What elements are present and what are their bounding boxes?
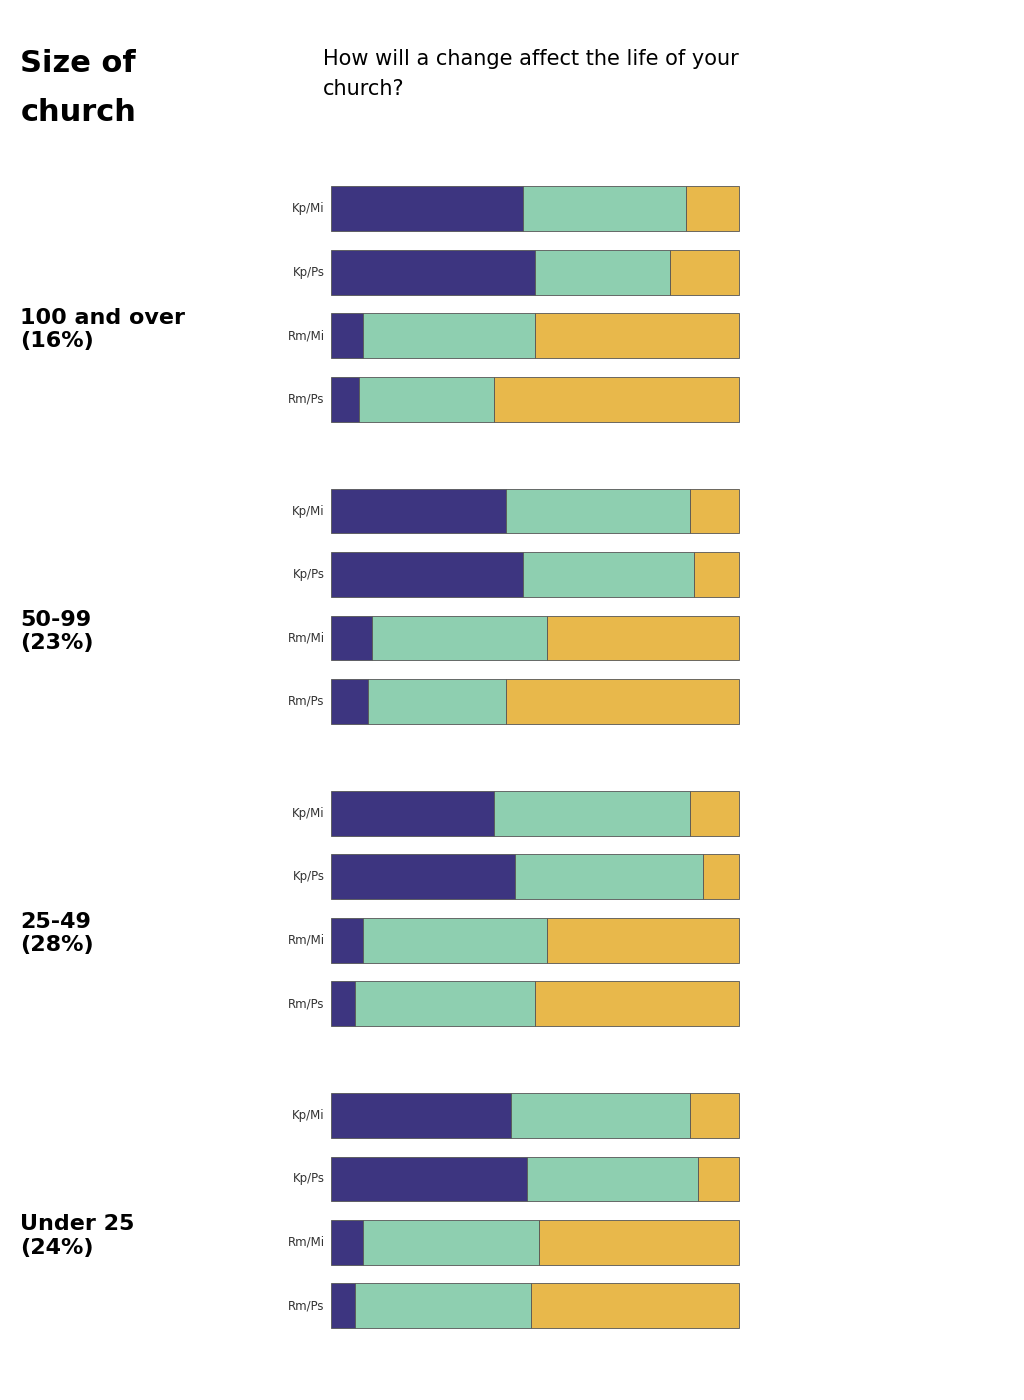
- Bar: [364, 314, 535, 358]
- Bar: [372, 616, 547, 661]
- Bar: [539, 1219, 739, 1264]
- Text: 25-49
(28%): 25-49 (28%): [20, 913, 94, 955]
- Bar: [523, 186, 686, 231]
- Bar: [331, 552, 523, 596]
- Text: Kp/Mi: Kp/Mi: [292, 504, 325, 518]
- Bar: [331, 918, 364, 963]
- Bar: [331, 679, 368, 724]
- Bar: [515, 854, 702, 899]
- Bar: [511, 1093, 690, 1138]
- Bar: [694, 552, 739, 596]
- Bar: [495, 791, 690, 836]
- Bar: [331, 186, 523, 231]
- Bar: [355, 1284, 531, 1329]
- Bar: [359, 377, 495, 421]
- Bar: [331, 981, 355, 1026]
- Bar: [507, 679, 739, 724]
- Bar: [331, 1156, 527, 1201]
- Bar: [535, 251, 670, 294]
- Bar: [670, 251, 739, 294]
- Text: Rm/Ps: Rm/Ps: [288, 392, 325, 406]
- Bar: [690, 1093, 739, 1138]
- Text: 100 and over
(16%): 100 and over (16%): [20, 308, 185, 351]
- Text: Rm/Mi: Rm/Mi: [288, 1236, 325, 1249]
- Bar: [355, 981, 535, 1026]
- Bar: [523, 552, 694, 596]
- Text: Kp/Ps: Kp/Ps: [293, 568, 325, 581]
- Text: 50-99
(23%): 50-99 (23%): [20, 610, 94, 654]
- Bar: [690, 489, 739, 533]
- Bar: [331, 377, 359, 421]
- Bar: [535, 981, 739, 1026]
- Text: Under 25
(24%): Under 25 (24%): [20, 1214, 135, 1257]
- Text: Rm/Mi: Rm/Mi: [288, 631, 325, 644]
- Text: Kp/Mi: Kp/Mi: [292, 806, 325, 820]
- Bar: [331, 791, 495, 836]
- Bar: [495, 377, 739, 421]
- Bar: [547, 616, 739, 661]
- Bar: [368, 679, 507, 724]
- Bar: [364, 1219, 539, 1264]
- Text: church: church: [20, 98, 136, 127]
- Text: Kp/Mi: Kp/Mi: [292, 203, 325, 216]
- Bar: [331, 616, 372, 661]
- Bar: [364, 918, 547, 963]
- Text: Kp/Ps: Kp/Ps: [293, 266, 325, 279]
- Bar: [331, 1093, 511, 1138]
- Text: Rm/Ps: Rm/Ps: [288, 997, 325, 1009]
- Text: Size of: Size of: [20, 49, 136, 78]
- Bar: [690, 791, 739, 836]
- Bar: [331, 251, 535, 294]
- Bar: [507, 489, 690, 533]
- Bar: [698, 1156, 739, 1201]
- Text: Rm/Ps: Rm/Ps: [288, 694, 325, 708]
- Text: Rm/Mi: Rm/Mi: [288, 934, 325, 946]
- Bar: [531, 1284, 739, 1329]
- Bar: [535, 314, 739, 358]
- Bar: [331, 489, 507, 533]
- Text: Kp/Mi: Kp/Mi: [292, 1109, 325, 1121]
- Text: Rm/Ps: Rm/Ps: [288, 1299, 325, 1312]
- Text: Rm/Mi: Rm/Mi: [288, 329, 325, 342]
- Bar: [331, 1284, 355, 1329]
- Bar: [331, 314, 364, 358]
- Bar: [547, 918, 739, 963]
- Text: Kp/Ps: Kp/Ps: [293, 1172, 325, 1186]
- Bar: [331, 1219, 364, 1264]
- Bar: [331, 854, 515, 899]
- Bar: [702, 854, 739, 899]
- Text: How will a change affect the life of your
church?: How will a change affect the life of you…: [323, 49, 738, 98]
- Bar: [527, 1156, 698, 1201]
- Bar: [686, 186, 739, 231]
- Text: Kp/Ps: Kp/Ps: [293, 871, 325, 883]
